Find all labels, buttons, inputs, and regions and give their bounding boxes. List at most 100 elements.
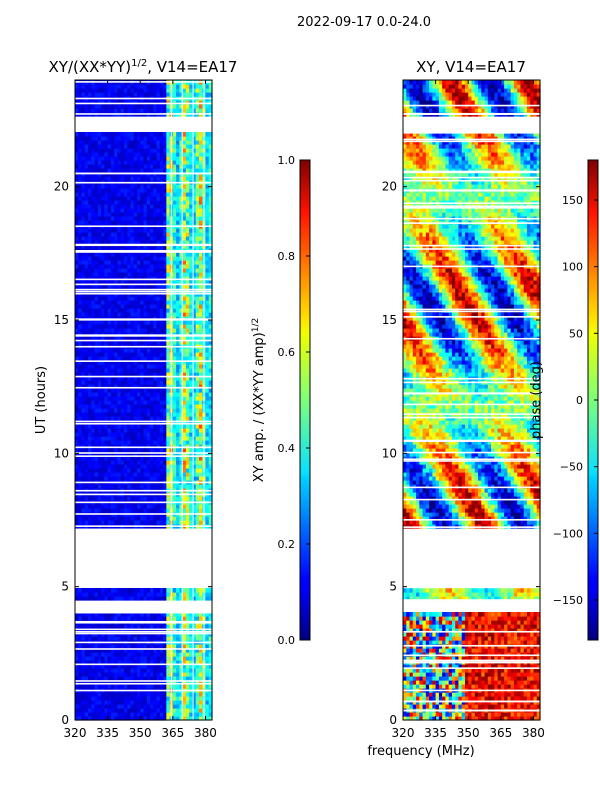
heatmap-cell [120,708,125,713]
heatmap-cell [133,208,138,213]
heatmap-cell [123,664,128,669]
heatmap-cell [153,396,158,401]
heatmap-cell [172,448,177,453]
heatmap-cell [143,424,148,429]
heatmap-cell [192,372,197,377]
heatmap-cell [189,648,194,653]
heatmap-cell [120,236,125,241]
heatmap-cell [136,188,141,193]
heatmap-cell [88,228,92,233]
heatmap-cell [153,268,158,273]
heatmap-cell [127,516,132,521]
heatmap-cell [127,696,132,701]
heatmap-cell [172,516,177,521]
heatmap-cell [81,304,86,309]
heatmap-cell [166,428,171,433]
heatmap-cell [182,416,187,421]
heatmap-cell [205,220,210,225]
heatmap-cell [133,416,138,421]
heatmap-cell [107,216,112,221]
heatmap-cell [88,380,92,385]
heatmap-cell [88,508,92,513]
heatmap-cell [97,472,102,477]
heatmap-cell [156,520,161,525]
heatmap-cell [78,408,83,413]
heatmap-cell [84,592,89,597]
heatmap-cell [78,276,83,281]
heatmap-cell [97,700,102,705]
heatmap-cell [185,252,190,257]
heatmap-cell [110,232,115,237]
heatmap-cell [127,216,132,221]
heatmap-cell [104,316,109,321]
heatmap-cell [130,504,135,509]
heatmap-cell [140,460,145,465]
heatmap-cell [127,660,132,665]
heatmap-cell [195,476,200,481]
heatmap-cell [192,296,197,301]
heatmap-cell [81,664,86,669]
heatmap-cell [205,304,210,309]
heatmap-cell [189,280,194,285]
heatmap-cell [97,392,102,397]
heatmap-cell [182,364,187,369]
heatmap-cell [189,644,194,649]
heatmap-cell [172,420,177,425]
heatmap-cell [153,276,158,281]
heatmap-cell [182,184,187,189]
heatmap-cell [88,328,92,333]
heatmap-cell [198,700,203,705]
heatmap-cell [84,712,89,717]
heatmap-cell [140,676,145,681]
amp-title: XY/(XX*YY)1/2, V14=EA17 [49,58,238,76]
heatmap-cell [75,416,79,421]
heatmap-cell [195,468,200,473]
heatmap-cell [146,496,151,501]
heatmap-cell [114,328,118,333]
heatmap-cell [127,644,132,649]
heatmap-cell [172,200,177,205]
heatmap-cell [172,684,177,689]
heatmap-cell [120,240,125,245]
heatmap-cell [182,308,187,313]
heatmap-cell [143,624,148,629]
heatmap-cell [101,204,105,209]
heatmap-cell [104,708,109,713]
heatmap-cell [166,684,171,689]
heatmap-cell [91,704,96,709]
heatmap-cell [205,412,210,417]
heatmap-cell [163,276,167,281]
heatmap-cell [91,364,96,369]
heatmap-cell [133,652,138,657]
heatmap-cell [110,628,115,633]
heatmap-cell [189,432,194,437]
heatmap-cell [88,296,92,301]
heatmap-cell [192,668,197,673]
heatmap-cell [133,472,138,477]
heatmap-cell [195,308,200,313]
heatmap-cell [84,636,89,641]
heatmap-cell [107,388,112,393]
heatmap-cell [176,244,180,249]
heatmap-cell [172,436,177,441]
heatmap-cell [192,264,197,269]
heatmap-cell [110,416,115,421]
heatmap-cell [172,296,177,301]
heatmap-cell [179,340,184,345]
heatmap-cell [120,256,125,261]
heatmap-cell [97,504,102,509]
heatmap-cell [172,672,177,677]
heatmap-cell [156,332,161,337]
heatmap-cell [179,400,184,405]
heatmap-cell [117,652,122,657]
heatmap-cell [88,704,92,709]
heatmap-cell [153,188,158,193]
heatmap-cell [198,420,203,425]
heatmap-cell [156,284,161,289]
heatmap-cell [208,336,213,341]
heatmap-cell [133,660,138,665]
heatmap-cell [179,296,184,301]
heatmap-cell [130,396,135,401]
heatmap-cell [150,432,154,437]
heatmap-cell [101,612,105,617]
